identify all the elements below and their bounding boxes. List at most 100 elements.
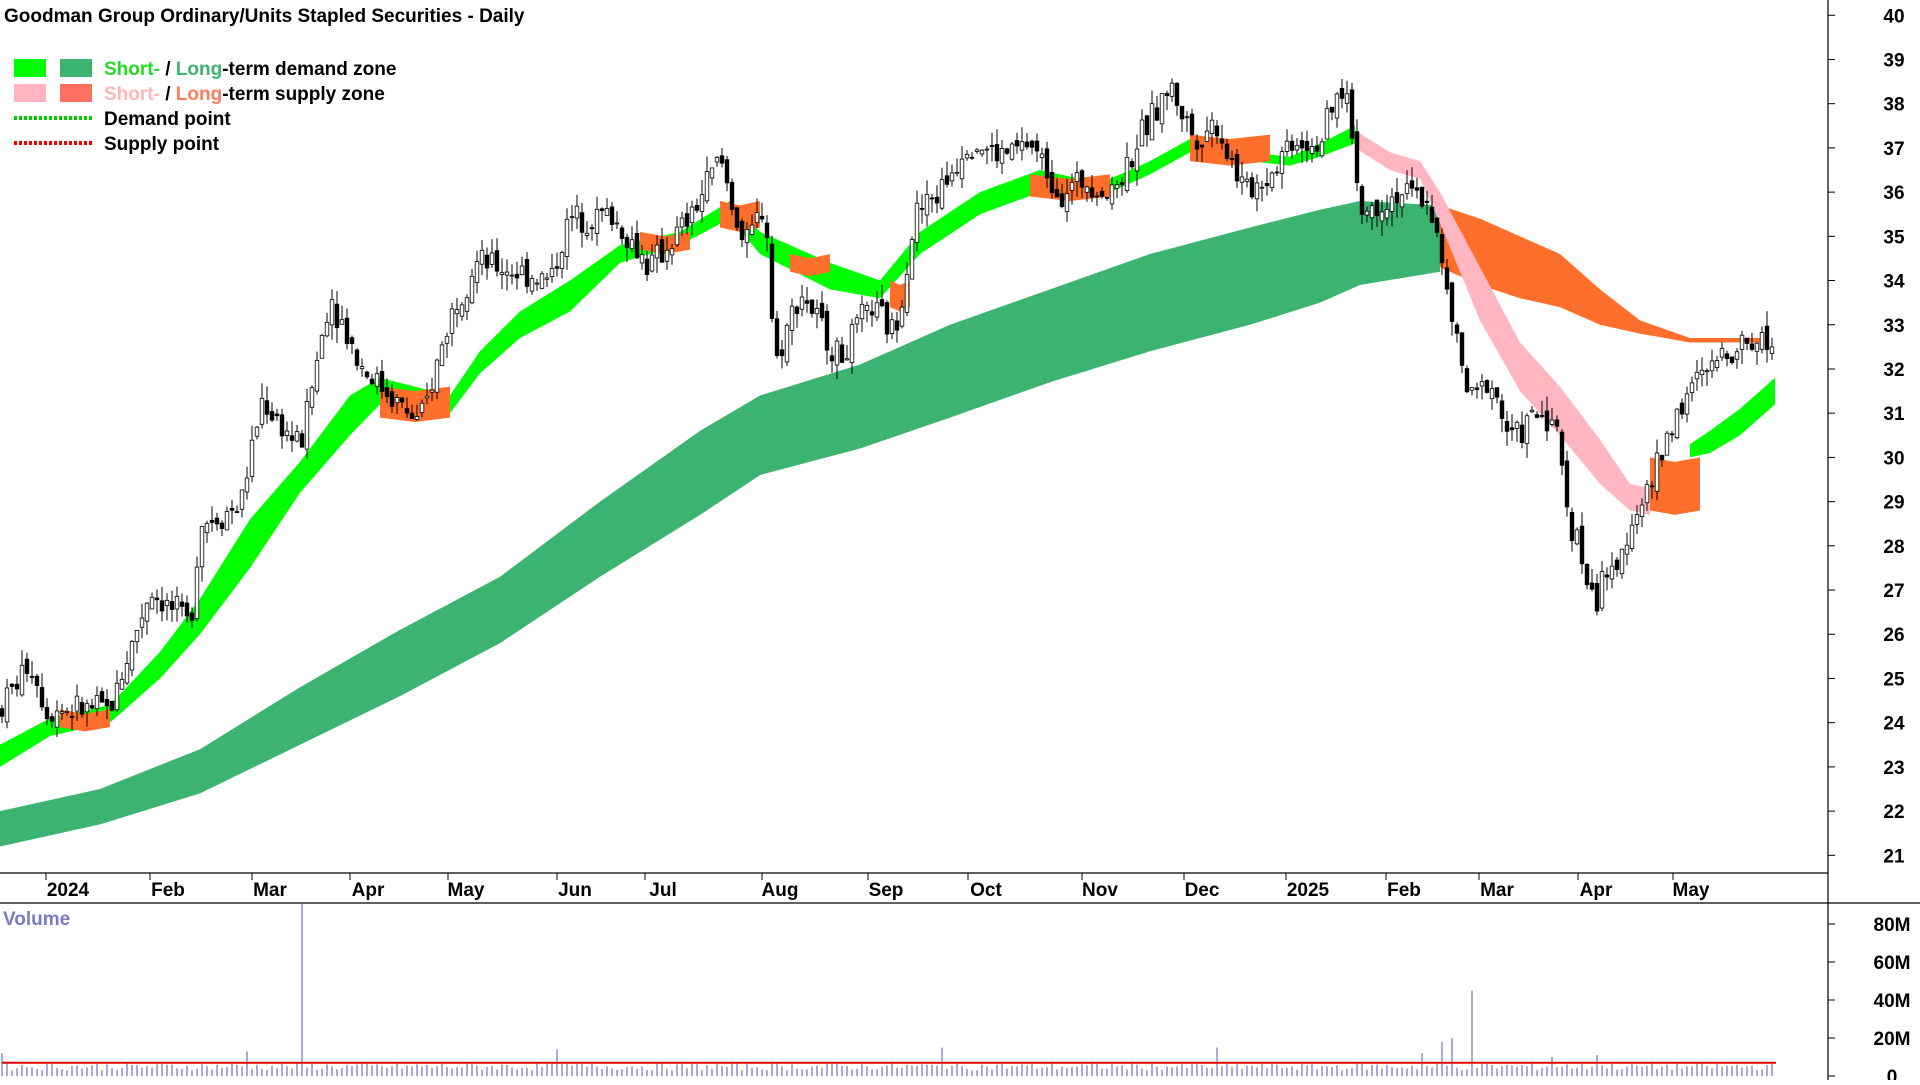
candle-body <box>1704 370 1710 373</box>
candle-body <box>189 612 195 622</box>
candlestick <box>1459 332 1465 374</box>
candlestick <box>574 194 580 229</box>
candle-body <box>1104 196 1110 199</box>
candlestick <box>879 284 885 308</box>
candle-body <box>799 296 805 310</box>
candlestick <box>999 139 1005 174</box>
candlestick <box>1119 177 1125 196</box>
candle-body <box>419 402 425 413</box>
candle-body <box>1094 195 1100 198</box>
candle-body <box>1589 582 1595 590</box>
candlestick <box>1609 552 1615 589</box>
candle-body <box>734 207 740 228</box>
candle-body <box>1334 93 1340 119</box>
candlestick <box>589 224 595 241</box>
candle-body <box>544 277 550 280</box>
candlestick <box>964 150 970 161</box>
candlestick <box>1589 569 1595 592</box>
candlestick <box>409 404 415 419</box>
supply-zone-segment <box>790 254 830 277</box>
candle-body <box>1729 356 1735 364</box>
candle-body <box>959 158 965 180</box>
candlestick <box>1454 322 1460 343</box>
candle-body <box>459 304 465 317</box>
price-tick-label: 37 <box>1883 139 1904 160</box>
candle-body <box>1154 107 1160 121</box>
candle-body <box>34 675 40 686</box>
candlestick <box>204 520 210 543</box>
candle-body <box>1649 485 1655 488</box>
candlestick <box>1394 178 1400 218</box>
candle-body <box>619 227 625 239</box>
candlestick <box>54 700 60 738</box>
candlestick <box>784 323 790 366</box>
candlestick <box>304 388 310 459</box>
candle-body <box>354 349 360 366</box>
candlestick <box>1264 168 1270 196</box>
candle-body <box>489 252 495 265</box>
candlestick <box>0 704 5 724</box>
candlestick <box>1364 206 1370 223</box>
volume-tick-label: 60M <box>1874 953 1911 974</box>
candlestick <box>1649 481 1655 499</box>
candlestick <box>1054 178 1060 198</box>
candlestick <box>834 337 840 380</box>
candle-body <box>384 387 390 397</box>
candle-body <box>779 349 785 357</box>
candle-body <box>1259 186 1265 189</box>
candle-body <box>84 703 90 713</box>
candlestick <box>934 185 940 214</box>
candlestick <box>909 236 915 280</box>
candle-body <box>269 411 275 421</box>
candle-body <box>1384 209 1390 219</box>
candlestick <box>19 650 25 697</box>
long-term-demand-zone <box>0 200 1440 847</box>
candlestick <box>469 269 475 305</box>
candlestick <box>314 351 320 395</box>
candlestick <box>319 333 325 359</box>
time-tick-label: Oct <box>970 880 1002 901</box>
candle-body <box>1564 460 1570 508</box>
candle-body <box>1109 184 1115 205</box>
candlestick <box>754 198 760 229</box>
candle-body <box>1529 409 1535 413</box>
candlestick <box>99 687 105 703</box>
candlestick <box>4 678 10 729</box>
candlestick <box>1319 138 1325 158</box>
candle-body <box>549 268 555 277</box>
candlestick <box>1134 134 1140 186</box>
candle-body <box>1679 402 1685 415</box>
candlestick <box>1384 194 1390 226</box>
candlestick <box>1469 387 1475 396</box>
candle-body <box>1579 525 1585 565</box>
candle-body <box>1074 172 1080 183</box>
candlestick <box>1024 133 1030 150</box>
candle-body <box>1194 140 1200 150</box>
candle-body <box>1014 140 1020 147</box>
candlestick <box>889 312 895 340</box>
candle-body <box>1004 148 1010 154</box>
candle-body <box>644 258 650 275</box>
volume-label: Volume <box>3 909 70 930</box>
candlestick <box>1014 132 1020 154</box>
candlestick <box>1439 228 1445 275</box>
candlestick <box>1234 149 1240 188</box>
legend-item: Short- / Long-term demand zone <box>14 59 396 80</box>
time-tick-label: Feb <box>151 880 185 901</box>
candle-body <box>1134 148 1140 172</box>
candlestick <box>569 205 575 232</box>
candle-body <box>754 212 760 224</box>
candle-body <box>119 679 125 690</box>
price-tick-label: 21 <box>1883 846 1905 867</box>
candlestick <box>1744 337 1750 351</box>
candlestick <box>1629 514 1635 552</box>
candlestick <box>1544 396 1550 442</box>
candlestick <box>1709 349 1715 379</box>
candlestick <box>684 202 690 235</box>
candlestick <box>124 651 130 686</box>
candle-body <box>1359 186 1365 215</box>
candlestick <box>1399 193 1405 218</box>
candlestick <box>1434 217 1440 238</box>
candlestick <box>899 299 905 329</box>
candlestick <box>1149 90 1155 141</box>
